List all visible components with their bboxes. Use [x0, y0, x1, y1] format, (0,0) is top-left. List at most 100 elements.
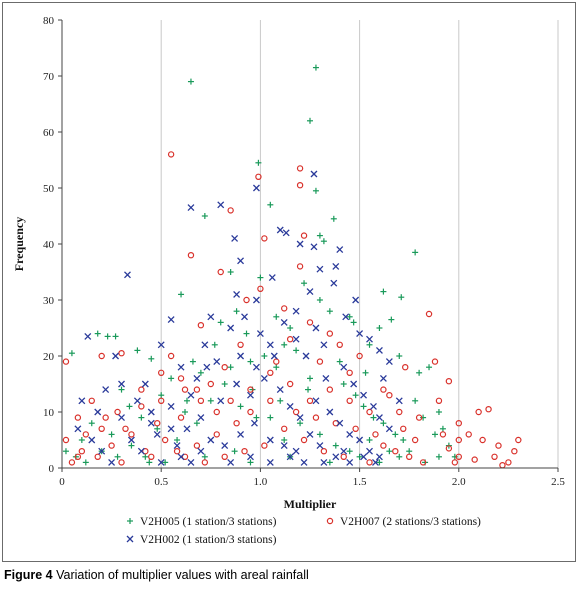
y-tick-label: 60 [43, 127, 55, 139]
data-point [153, 430, 161, 438]
data-point [332, 420, 339, 427]
data-point-b [340, 363, 348, 371]
data-point-b [379, 374, 387, 382]
data-point-b [118, 380, 125, 388]
data-point [78, 448, 86, 455]
data-point [366, 447, 373, 455]
data-point [320, 448, 328, 455]
x-tick-label: 0 [59, 476, 65, 488]
data-point-b [197, 447, 205, 455]
data-point [178, 291, 185, 298]
data-point-b [306, 430, 314, 438]
data-point [375, 346, 383, 354]
data-point [301, 280, 308, 287]
data-point [340, 363, 348, 371]
x-tick-label: 1.5 [353, 476, 367, 488]
data-point-b [310, 170, 318, 178]
data-point [366, 459, 373, 466]
x-tick-label: 2.5 [551, 476, 565, 488]
data-point [126, 403, 133, 410]
data-point [221, 442, 229, 450]
data-point [296, 181, 304, 189]
data-point [435, 453, 442, 460]
data-point-b [366, 335, 373, 343]
data-point-b [322, 374, 330, 382]
data-point [112, 333, 119, 340]
data-point [167, 352, 175, 360]
x-tick-label: 2.0 [452, 476, 466, 488]
data-point [316, 232, 323, 239]
data-point [88, 436, 96, 444]
data-point [346, 369, 353, 376]
data-point [267, 369, 274, 376]
data-point [227, 397, 234, 404]
legend-label: V2H007 (2 stations/3 stations) [340, 516, 481, 528]
data-point-b [88, 436, 96, 444]
data-point [485, 406, 492, 413]
data-point [396, 353, 403, 359]
data-point-b [177, 453, 185, 461]
data-point-b [78, 397, 86, 405]
series-1 [62, 64, 458, 466]
data-point-b [102, 386, 110, 394]
data-point [306, 288, 314, 296]
data-point [108, 442, 115, 449]
data-point [300, 232, 308, 239]
data-point [227, 207, 234, 214]
data-point-b [157, 458, 165, 466]
data-point-b [193, 374, 201, 382]
data-point [133, 397, 141, 405]
data-point-b [187, 204, 195, 212]
data-point-b [395, 397, 403, 405]
data-point [370, 402, 377, 410]
data-point [157, 369, 165, 376]
data-point [213, 431, 220, 438]
data-point-b [233, 380, 241, 388]
data-point-b [157, 341, 165, 349]
data-point [201, 341, 209, 349]
data-point [292, 447, 300, 455]
data-point-b [385, 358, 393, 366]
data-point [157, 341, 165, 349]
figure-caption: Figure 4 Variation of multiplier values … [4, 568, 309, 582]
data-point [380, 288, 387, 295]
data-point [346, 397, 353, 404]
data-point [340, 453, 347, 460]
data-point [114, 408, 121, 416]
data-point-b [276, 386, 284, 394]
data-point [495, 442, 502, 449]
data-point [88, 420, 95, 427]
data-point [455, 420, 462, 427]
y-tick-label: 70 [43, 71, 55, 83]
data-point [360, 403, 367, 410]
legend-item: V2H002 (1 station/3 stations) [126, 534, 277, 546]
data-point [346, 313, 353, 320]
data-point-b [360, 453, 368, 461]
data-point-b [346, 430, 354, 438]
data-point [306, 319, 314, 326]
data-point [255, 173, 262, 180]
data-point [187, 204, 195, 212]
data-point [435, 409, 442, 415]
data-point [346, 458, 354, 466]
data-point-b [320, 458, 328, 466]
data-point [247, 453, 254, 461]
data-point-b [316, 265, 324, 273]
data-point [250, 419, 258, 427]
data-point [193, 374, 201, 382]
data-point-b [350, 380, 358, 388]
data-point [280, 442, 288, 450]
data-point [320, 238, 327, 245]
data-point [221, 364, 228, 371]
data-point [352, 392, 359, 399]
data-point [243, 330, 250, 337]
data-point [415, 414, 423, 421]
data-point [260, 374, 268, 382]
data-point-b [270, 352, 278, 360]
data-point-b [217, 201, 225, 209]
series-2 [62, 151, 522, 469]
data-point [276, 226, 284, 234]
data-point [148, 453, 155, 460]
y-tick-label: 30 [43, 295, 55, 307]
data-point [237, 352, 245, 360]
